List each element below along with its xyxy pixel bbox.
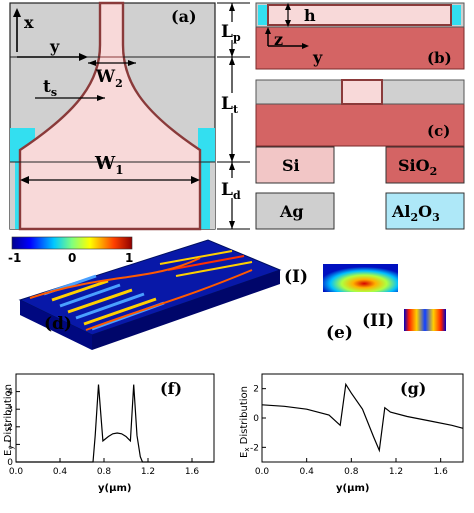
chart-f-ytick-label: 4 bbox=[7, 388, 13, 398]
label-ld: Ld bbox=[221, 180, 241, 202]
panel-e-modes: (I) (II) (e) bbox=[284, 264, 446, 343]
chart-f-ytick-label: 0 bbox=[7, 458, 13, 468]
legend-swatch-ag bbox=[255, 192, 335, 230]
chart-f-series bbox=[16, 384, 214, 463]
panel-label-e: (e) bbox=[326, 323, 353, 343]
label-x: x bbox=[24, 13, 34, 32]
chart-g-ylabel: Ex Distribution bbox=[239, 386, 251, 458]
length-dimensions: Lp Lt Ld bbox=[217, 2, 250, 230]
si-ridge-c bbox=[341, 79, 383, 105]
panel-label-g: (g) bbox=[400, 379, 426, 398]
chart-g-xtick-label: 0.8 bbox=[344, 467, 359, 477]
si-layer-b bbox=[267, 4, 452, 26]
chart-g-xticks: 0.0 0.4 0.8 1.2 1.6 bbox=[255, 458, 448, 477]
panel-d-3d-field: (d) bbox=[18, 239, 282, 350]
chart-g-yticks: -2 0 2 bbox=[250, 385, 266, 453]
mode-label-ii: (II) bbox=[362, 311, 394, 331]
legend-swatch-si bbox=[255, 146, 335, 184]
label-lt: Lt bbox=[221, 94, 239, 116]
mode-ii-field bbox=[404, 309, 446, 331]
chart-f: 0.0 0.4 0.8 1.2 1.6 0 1 2 3 4 Ey Distribution y(… bbox=[3, 373, 215, 494]
chart-f-xticks: 0.0 0.4 0.8 1.2 1.6 bbox=[9, 458, 200, 477]
chart-f-frame bbox=[15, 373, 215, 463]
chart-f-ytick-label: 2 bbox=[7, 423, 13, 433]
chart-g-ytick-label: 2 bbox=[253, 385, 259, 395]
panel-label-a: (a) bbox=[171, 7, 197, 26]
chart-f-ylabel: Ey Distribution bbox=[3, 384, 15, 456]
chart-f-ytick-label: 3 bbox=[7, 405, 13, 415]
chart-g-xtick-label: 1.2 bbox=[389, 467, 403, 477]
chart-g: 0.0 0.4 0.8 1.2 1.6 -2 0 2 Ex Distribution y(μ… bbox=[239, 373, 464, 494]
chart-g-series bbox=[261, 382, 464, 453]
panel-b-cross-section: h z y (b) bbox=[255, 2, 465, 70]
chart-g-ytick-label: -2 bbox=[250, 443, 259, 453]
y-axis-arrow bbox=[79, 53, 88, 61]
field-fringes bbox=[43, 250, 253, 331]
legend-label-ag: Ag bbox=[279, 202, 304, 221]
panel-label-c: (c) bbox=[427, 122, 450, 140]
chart-f-xlabel: y(μm) bbox=[98, 483, 131, 494]
label-ts: ts bbox=[43, 77, 57, 99]
legend-swatch-al2o3 bbox=[385, 192, 465, 230]
label-y-b: y bbox=[312, 48, 323, 67]
x-axis-arrow bbox=[13, 8, 21, 17]
taper-waveguide bbox=[18, 1, 202, 231]
panel-label-d: (d) bbox=[44, 314, 72, 334]
label-z: z bbox=[274, 30, 283, 49]
label-w2: W2 bbox=[95, 67, 123, 90]
chart-g-xtick-label: 0.4 bbox=[300, 467, 315, 477]
colorbar: -1 0 1 bbox=[8, 236, 133, 265]
chart-f-ytick-label: 1 bbox=[7, 440, 13, 450]
colorbar-max: 1 bbox=[125, 251, 133, 265]
chart-f-xtick-label: 1.6 bbox=[185, 467, 200, 477]
mode-label-i: (I) bbox=[284, 267, 308, 287]
panel-a-schematic: x y ts W2 W1 (a) bbox=[9, 1, 216, 231]
colorbar-mid: 0 bbox=[68, 251, 76, 265]
chart-f-xtick-label: 0.4 bbox=[53, 467, 68, 477]
chart-g-ytick-label: 0 bbox=[253, 414, 259, 424]
chart-g-frame bbox=[261, 373, 464, 463]
sio2-substrate-c bbox=[255, 103, 465, 147]
label-w1: W1 bbox=[94, 153, 124, 177]
chart-g-xtick-label: 1.6 bbox=[434, 467, 449, 477]
chart-f-xtick-label: 1.2 bbox=[141, 467, 155, 477]
panel-label-b: (b) bbox=[427, 49, 452, 67]
label-h: h bbox=[304, 6, 316, 25]
panel-c-cross-section: (c) bbox=[255, 79, 465, 147]
legend-label-al2o3: Al2O3 bbox=[391, 202, 440, 224]
legend-swatch-sio2 bbox=[385, 146, 465, 184]
chart-f-xtick-label: 0.8 bbox=[97, 467, 112, 477]
chart-f-xtick-label: 0.0 bbox=[9, 467, 24, 477]
colorbar-gradient bbox=[11, 236, 133, 250]
material-legend: Si SiO2 Ag Al2O3 bbox=[255, 146, 465, 230]
chart-g-xtick-label: 0.0 bbox=[255, 467, 270, 477]
legend-label-sio2: SiO2 bbox=[398, 156, 437, 178]
panel-label-f: (f) bbox=[160, 379, 182, 398]
legend-label-si: Si bbox=[282, 156, 300, 175]
colorbar-min: -1 bbox=[8, 251, 21, 265]
label-y: y bbox=[49, 37, 60, 56]
mode-i-field bbox=[323, 264, 398, 292]
label-lp: Lp bbox=[221, 22, 241, 44]
chart-g-xlabel: y(μm) bbox=[336, 483, 369, 494]
